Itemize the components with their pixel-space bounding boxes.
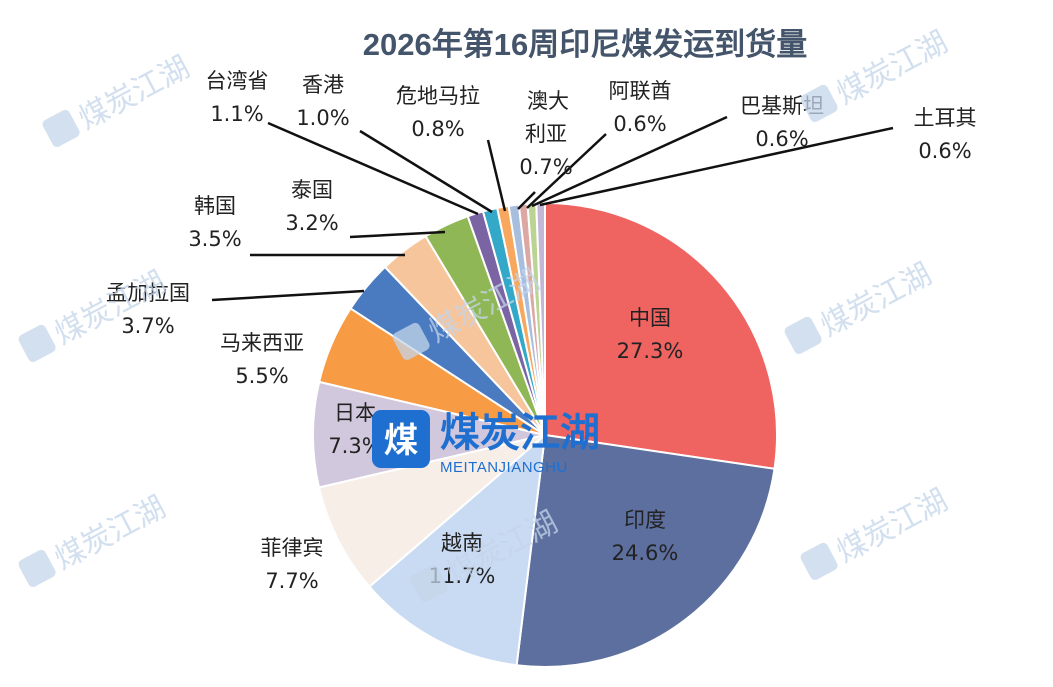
slice-label-value-16: 0.6% <box>918 139 971 163</box>
slice-label-name-16: 土耳其 <box>914 106 977 130</box>
slice-label-name-8: 韩国 <box>194 194 236 218</box>
slice-label-name-1: 中国 <box>629 306 671 330</box>
pie-slice-1 <box>544 201 778 470</box>
watermark-logo-icon <box>784 316 822 354</box>
watermark-logo-icon <box>392 322 430 360</box>
logo-badge-icon <box>372 410 430 468</box>
slice-label-value-10: 1.1% <box>210 102 263 126</box>
slice-label-value-14: 0.6% <box>613 112 666 136</box>
watermark-text: 煤炭江湖 <box>49 490 171 577</box>
logo-badge-char: 煤 <box>384 421 418 461</box>
watermark-text: 煤炭江湖 <box>831 483 953 570</box>
leader-line-12 <box>486 139 507 212</box>
slice-label-value-8: 3.5% <box>188 227 241 251</box>
watermark-logo-icon <box>800 542 838 580</box>
leader-line-13 <box>517 191 536 210</box>
watermark-text: 煤炭江湖 <box>49 265 171 352</box>
watermark-logo-icon <box>800 84 838 122</box>
pie-slices <box>312 201 778 668</box>
slice-label-name-9: 泰国 <box>291 178 333 202</box>
leader-line-7 <box>211 289 365 302</box>
slice-label-value-7: 3.7% <box>121 314 174 338</box>
slice-label-name-14: 阿联酋 <box>609 79 672 103</box>
watermark-6: 煤炭江湖 <box>800 483 953 580</box>
slice-label-name-5: 日本 <box>334 401 376 425</box>
leader-line-16 <box>539 126 894 207</box>
leader-line-10 <box>267 121 479 216</box>
pie-slice-2 <box>515 433 776 668</box>
slice-label-name-6: 马来西亚 <box>220 331 304 355</box>
slice-label-value-2: 24.6% <box>612 541 679 565</box>
slice-label-name-13: 澳大 <box>527 89 569 113</box>
slice-label-name-2: 印度 <box>624 508 666 532</box>
leader-line-15 <box>531 115 728 208</box>
pie-slice-3 <box>367 432 547 667</box>
slice-label-name-4: 菲律宾 <box>261 536 324 560</box>
slice-label-value-9: 3.2% <box>285 211 338 235</box>
slice-label-name-7: 孟加拉国 <box>106 281 190 305</box>
logo-brand-cn: 煤炭江湖 <box>440 410 600 456</box>
leader-line-14 <box>526 133 607 209</box>
slice-label-value-15: 0.6% <box>755 127 808 151</box>
watermark-5: 煤炭江湖 <box>18 490 171 587</box>
slice-label-name-12: 危地马拉 <box>396 84 480 108</box>
slice-label-value-6: 5.5% <box>235 364 288 388</box>
watermark-logo-icon <box>410 564 448 602</box>
slice-label-value-13: 0.7% <box>519 155 572 179</box>
leader-line-11 <box>359 129 493 214</box>
slice-label-name-10: 台湾省 <box>206 69 269 93</box>
slice-label-value-11: 1.0% <box>296 106 349 130</box>
leader-line-9 <box>349 230 446 239</box>
watermark-3: 煤炭江湖 <box>784 257 937 354</box>
slice-label-value-12: 0.8% <box>411 117 464 141</box>
slice-label-name-11: 香港 <box>302 73 344 97</box>
watermark-text: 煤炭江湖 <box>815 257 937 344</box>
slice-label-name-3: 越南 <box>441 531 483 555</box>
watermark-text: 煤炭江湖 <box>73 50 195 137</box>
brand-logo: 煤 煤炭江湖 MEITANJIANGHU <box>372 410 600 476</box>
slice-label-value-1: 27.3% <box>617 339 684 363</box>
chart-title: 2026年第16周印尼煤发运到货量 <box>363 27 807 62</box>
leader-lines <box>211 115 894 302</box>
logo-brand-en: MEITANJIANGHU <box>440 459 568 476</box>
watermark-text: 煤炭江湖 <box>831 25 953 112</box>
watermark-logo-icon <box>18 324 56 362</box>
watermark-logo-icon <box>42 109 80 147</box>
slice-label-name-cont-13: 利亚 <box>525 122 567 146</box>
watermark-1: 煤炭江湖 <box>42 50 195 147</box>
watermark-logo-icon <box>18 549 56 587</box>
pie-slice-4 <box>317 434 546 589</box>
slice-label-value-4: 7.7% <box>265 569 318 593</box>
